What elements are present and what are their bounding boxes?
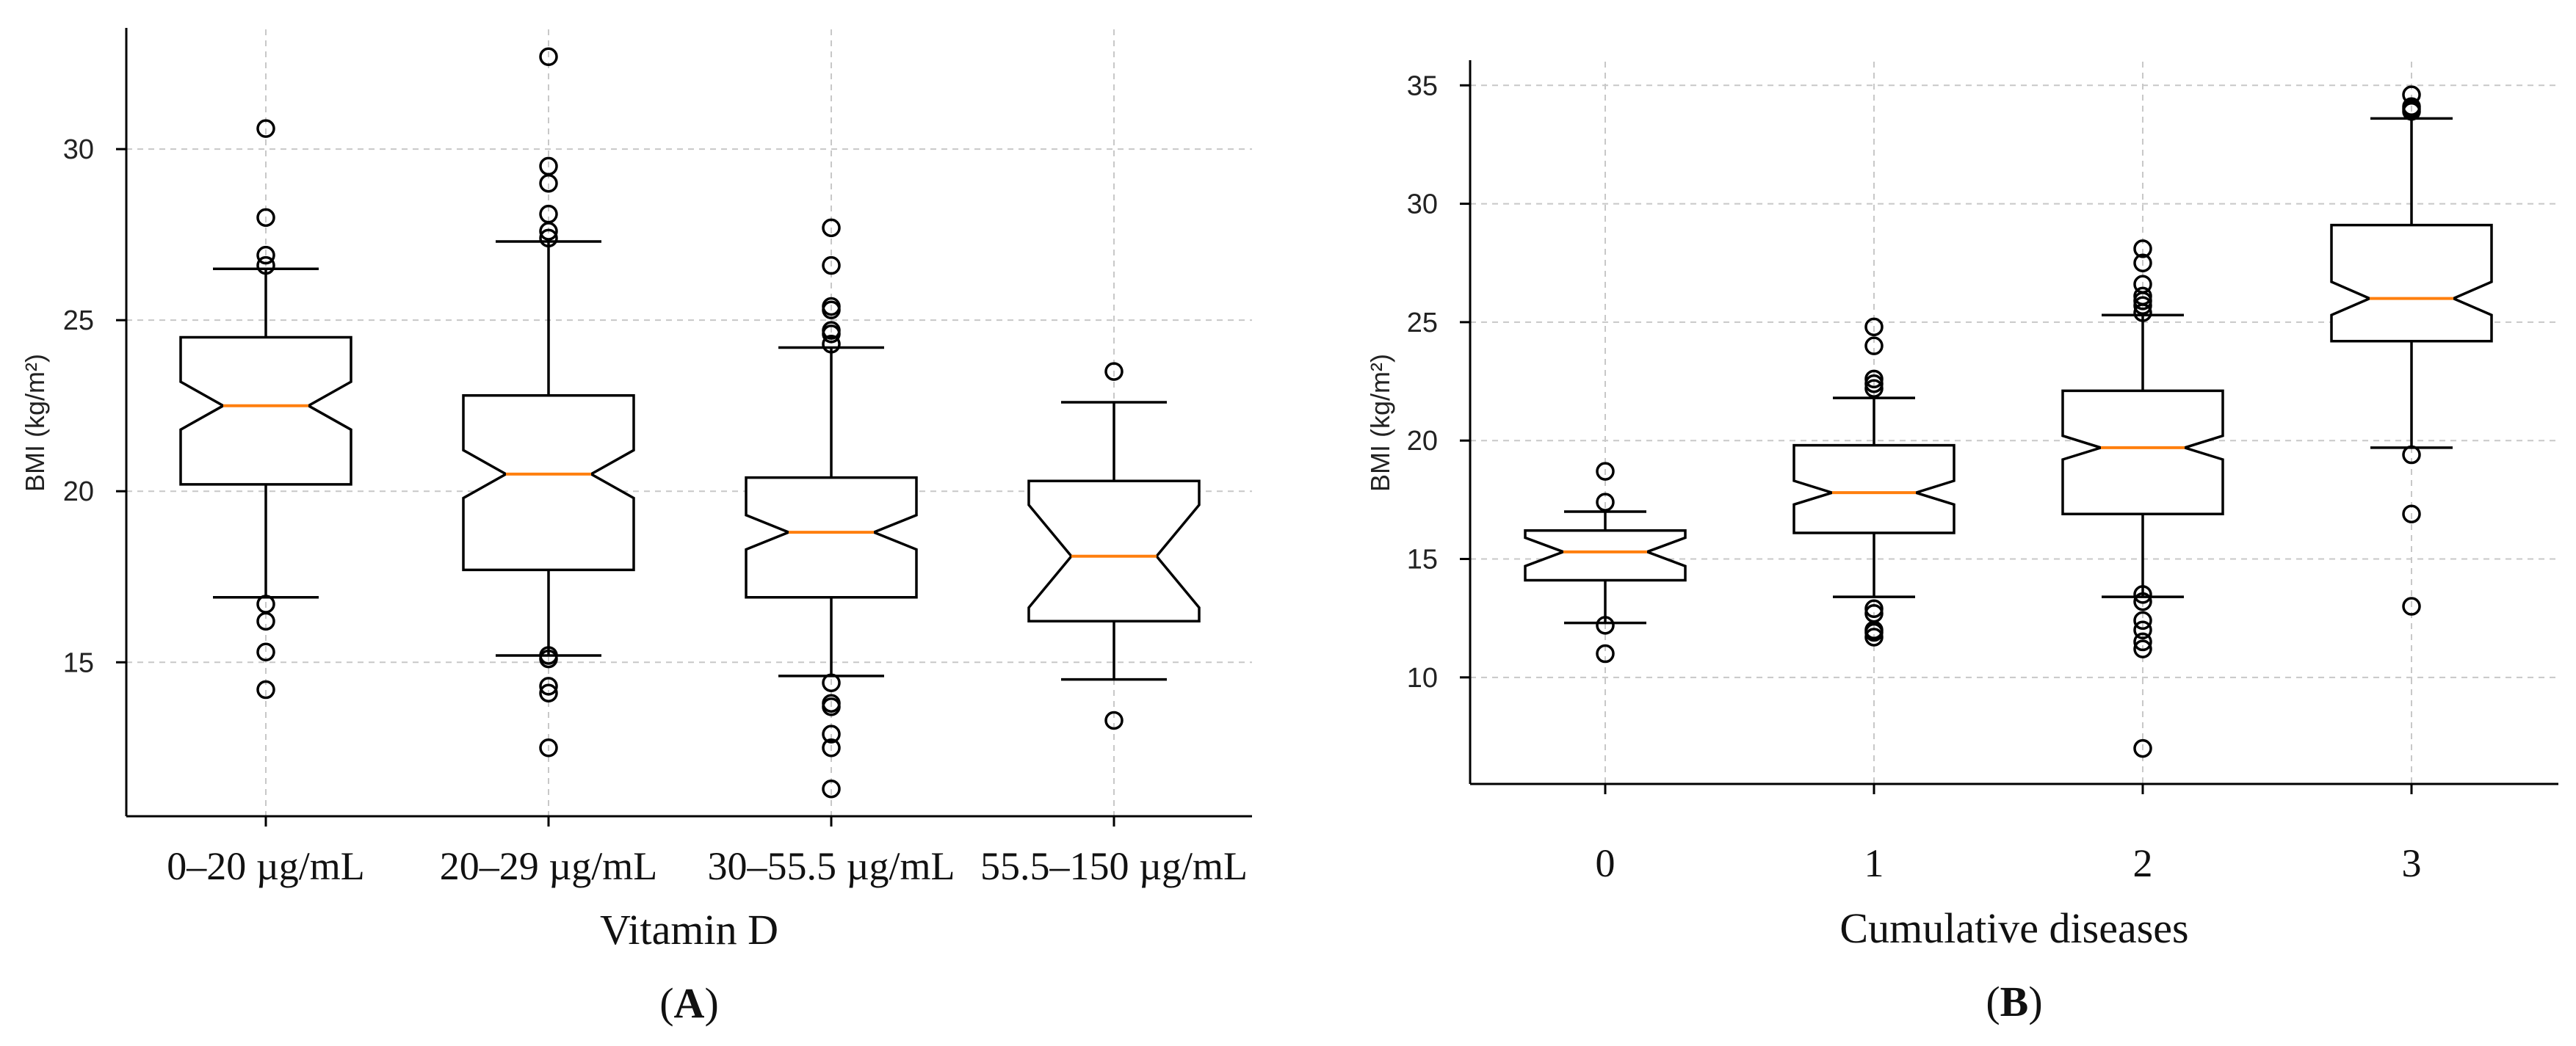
- outlier-point: [1104, 362, 1124, 381]
- y-tick-label: 15: [1407, 545, 1438, 575]
- outlier-point: [1864, 369, 1884, 389]
- y-axis-label: BMI (kg/m²): [20, 354, 50, 492]
- outlier-point: [2133, 632, 2152, 652]
- outlier-point: [822, 724, 841, 744]
- panel-label: (B): [1986, 978, 2042, 1025]
- outlier-point: [256, 255, 275, 275]
- outlier-point: [1864, 317, 1884, 337]
- outlier-point: [2133, 253, 2152, 272]
- outlier-point: [2402, 85, 2421, 104]
- outlier-point: [1864, 374, 1884, 393]
- notched-box: [179, 335, 352, 486]
- notched-box: [462, 393, 635, 572]
- notched-box: [1027, 479, 1201, 623]
- outlier-point: [539, 646, 558, 665]
- outlier-point: [822, 694, 841, 713]
- outlier-point: [2402, 97, 2421, 117]
- notched-box: [2330, 223, 2493, 343]
- panel-a-boxplot: 15 20 25 30 BMI (kg/m²) 0–20 µg/mL 20–29 µg/mL…: [20, 28, 1252, 1027]
- outlier-point: [539, 738, 558, 758]
- outlier-point: [2133, 239, 2152, 258]
- outlier-point: [1864, 336, 1884, 355]
- notched-box: [1524, 529, 1687, 582]
- x-tick-label: 0–20 µg/mL: [167, 844, 365, 888]
- x-tick-label: 20–29 µg/mL: [440, 844, 658, 888]
- y-axis-label: BMI (kg/m²): [1365, 354, 1395, 492]
- y-tick-label: 35: [1407, 70, 1438, 101]
- x-tick-label: 3: [2402, 841, 2422, 885]
- y-tick-label: 30: [63, 134, 94, 165]
- outlier-point: [2133, 585, 2152, 604]
- x-tick-label: 0: [1596, 841, 1616, 885]
- box-group: [745, 218, 918, 799]
- outlier-point: [1864, 379, 1884, 398]
- outlier-point: [2402, 597, 2421, 616]
- outlier-point: [256, 245, 275, 265]
- panel-label: (A): [659, 979, 719, 1027]
- y-tick-label: 15: [63, 647, 94, 678]
- outlier-point: [539, 683, 558, 702]
- outlier-point: [1596, 644, 1615, 664]
- outlier-point: [822, 255, 841, 275]
- outlier-point: [2133, 286, 2152, 306]
- y-tick-label: 30: [1407, 189, 1438, 220]
- box-group: [1027, 362, 1201, 730]
- x-tick-label: 1: [1864, 841, 1884, 885]
- outlier-point: [539, 204, 558, 224]
- outlier-point: [2133, 639, 2152, 658]
- y-tick-label: 20: [1407, 426, 1438, 457]
- outlier-point: [539, 156, 558, 176]
- outlier-point: [256, 642, 275, 662]
- outlier-point: [822, 218, 841, 238]
- notched-box: [745, 476, 918, 599]
- outlier-point: [539, 677, 558, 696]
- outlier-point: [822, 673, 841, 692]
- outlier-point: [822, 335, 841, 354]
- panel-b-boxplot: 10 15 20 25 30 35 BMI (kg/m²) 0 1 2 3 Cumulative di…: [1365, 60, 2558, 1025]
- x-tick-label: 30–55.5 µg/mL: [707, 844, 955, 888]
- outlier-point: [256, 680, 275, 700]
- outlier-point: [2133, 592, 2152, 611]
- outlier-point: [1864, 599, 1884, 619]
- box-group: [1524, 462, 1687, 664]
- outlier-point: [539, 228, 558, 248]
- outlier-point: [2133, 275, 2152, 294]
- outlier-point: [822, 321, 841, 340]
- y-tick-label: 10: [1407, 663, 1438, 694]
- box-group: [1792, 317, 1955, 647]
- outlier-point: [539, 47, 558, 67]
- box-group: [462, 47, 635, 758]
- outlier-point: [2133, 296, 2152, 316]
- y-tick-label: 25: [63, 305, 94, 336]
- box-group: [2061, 239, 2224, 758]
- outlier-point: [256, 595, 275, 614]
- outlier-point: [2133, 620, 2152, 640]
- outlier-point: [822, 738, 841, 758]
- box-group: [2330, 85, 2493, 616]
- outlier-point: [2133, 611, 2152, 631]
- outlier-point: [2133, 738, 2152, 758]
- y-tick-label: 20: [63, 476, 94, 507]
- x-axis-label: Cumulative diseases: [1839, 904, 2188, 952]
- outlier-point: [1104, 711, 1124, 730]
- notched-box: [2061, 389, 2224, 515]
- outlier-point: [2402, 445, 2421, 465]
- outlier-point: [1596, 616, 1615, 635]
- x-axis-label: Vitamin D: [600, 906, 778, 954]
- y-tick-label: 25: [1407, 308, 1438, 338]
- outlier-point: [1864, 603, 1884, 623]
- outlier-point: [1864, 628, 1884, 647]
- outlier-point: [1596, 462, 1615, 481]
- outlier-point: [822, 779, 841, 799]
- outlier-point: [1596, 493, 1615, 512]
- notched-box: [1792, 443, 1955, 534]
- box-group: [179, 119, 352, 700]
- outlier-point: [256, 119, 275, 138]
- outlier-point: [256, 208, 275, 228]
- x-tick-label: 2: [2133, 841, 2153, 885]
- outlier-point: [2402, 504, 2421, 523]
- outlier-point: [822, 297, 841, 316]
- x-tick-label: 55.5–150 µg/mL: [980, 844, 1248, 888]
